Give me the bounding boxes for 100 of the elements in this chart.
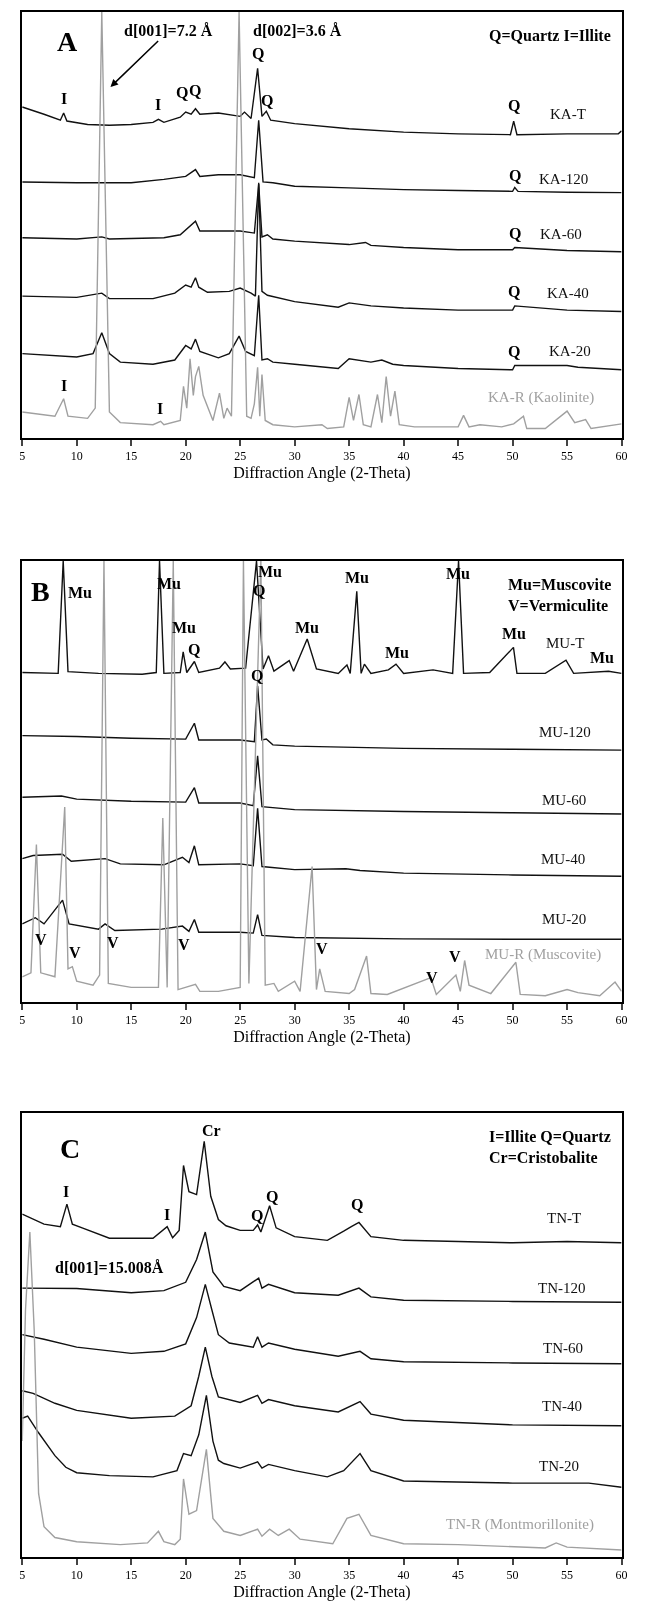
annotation: V — [35, 931, 47, 948]
x-tick-label: 15 — [125, 449, 138, 464]
series-label: KA-T — [550, 106, 586, 122]
series-label: TN-120 — [538, 1280, 586, 1296]
x-tick-label: 45 — [452, 449, 465, 464]
annotation: d[001]=7.2 Å — [124, 22, 213, 39]
series-label: MU-R (Muscovite) — [485, 946, 602, 963]
annotation: I — [157, 400, 164, 417]
x-tick-label: 60 — [615, 1013, 628, 1028]
x-tick-label: 10 — [70, 1013, 83, 1028]
series-label: KA-R (Kaolinite) — [488, 389, 595, 406]
annotation: I — [61, 90, 68, 107]
annotation: Mu — [590, 649, 615, 666]
x-tick-label: 25 — [234, 449, 247, 464]
annotation: I — [63, 1183, 70, 1200]
series-label: MU-120 — [539, 724, 591, 740]
chart-title: C — [60, 1133, 81, 1164]
series-label: KA-120 — [539, 171, 589, 187]
annotation: V — [449, 948, 461, 965]
x-tick-label: 45 — [452, 1013, 465, 1028]
annotation: I — [61, 377, 68, 394]
x-tick-label: 25 — [234, 1013, 247, 1028]
annotation: Q — [351, 1196, 364, 1213]
x-tick-label: 20 — [179, 1013, 192, 1028]
annotation: V — [107, 934, 119, 951]
x-tick-label: 5 — [19, 449, 26, 464]
x-tick-label: 40 — [397, 1013, 410, 1028]
annotation: Mu — [345, 569, 370, 586]
annotation: Q — [261, 92, 274, 109]
series-label: MU-40 — [541, 851, 586, 867]
x-tick-label: 35 — [343, 1568, 356, 1583]
annotation: Q=Quartz I=Illite — [489, 27, 611, 44]
x-tick-label: 35 — [343, 449, 356, 464]
x-tick-label: 45 — [452, 1568, 465, 1583]
series-label: TN-20 — [539, 1458, 579, 1474]
x-tick-label: 30 — [288, 1013, 301, 1028]
annotation: I — [155, 96, 162, 113]
annotation: I — [164, 1206, 171, 1223]
annotation: Q — [176, 84, 189, 101]
series-label: KA-40 — [547, 285, 589, 301]
series-label: MU-20 — [542, 911, 587, 927]
x-tick-label: 55 — [561, 449, 574, 464]
annotation: Mu — [295, 619, 320, 636]
series-label: KA-20 — [549, 343, 591, 359]
series-label: TN-60 — [543, 1340, 583, 1356]
x-tick-label: 10 — [70, 1568, 83, 1583]
x-tick-label: 25 — [234, 1568, 247, 1583]
x-tick-label: 40 — [397, 449, 410, 464]
annotation: Q — [251, 1207, 264, 1224]
x-tick-label: 55 — [561, 1013, 574, 1028]
series-label: KA-60 — [540, 226, 582, 242]
x-tick-label: 20 — [179, 1568, 192, 1583]
x-tick-label: 5 — [19, 1013, 26, 1028]
annotation: V — [178, 936, 190, 953]
annotation: Q — [252, 45, 265, 62]
x-tick-label: 30 — [288, 1568, 301, 1583]
annotation: V — [426, 969, 438, 986]
annotation: Mu=Muscovite V=Vermiculite — [508, 576, 612, 614]
annotation: Q — [266, 1188, 279, 1205]
x-axis-title: Diffraction Angle (2-Theta) — [233, 1582, 411, 1601]
annotation: Mu — [385, 644, 410, 661]
x-tick-label: 15 — [125, 1013, 138, 1028]
x-tick-label: 50 — [506, 449, 519, 464]
series-label: TN-40 — [542, 1398, 582, 1414]
series-label: TN-T — [547, 1210, 582, 1226]
annotation: V — [316, 940, 328, 957]
annotation: Q — [508, 97, 521, 114]
x-tick-label: 10 — [70, 449, 83, 464]
x-axis-title: Diffraction Angle (2-Theta) — [233, 1027, 411, 1046]
x-tick-label: 35 — [343, 1013, 356, 1028]
x-tick-label: 50 — [506, 1013, 519, 1028]
text: B — [31, 576, 50, 607]
x-tick-label: 60 — [615, 1568, 628, 1583]
annotation: Q — [509, 167, 522, 184]
text: A — [57, 26, 78, 57]
x-tick-label: 40 — [397, 1568, 410, 1583]
series-label: MU-T — [546, 635, 585, 651]
annotation: V — [69, 944, 81, 961]
annotation: I=Illite Q=Quartz Cr=Cristobalite — [489, 1128, 611, 1166]
annotation: Q — [508, 343, 521, 360]
annotation: Q — [189, 82, 202, 99]
annotation: Mu — [172, 619, 197, 636]
x-tick-label: 15 — [125, 1568, 138, 1583]
x-tick-label: 30 — [288, 449, 301, 464]
x-tick-label: 5 — [19, 1568, 26, 1583]
x-axis-title: Diffraction Angle (2-Theta) — [233, 463, 411, 482]
annotation: Mu — [258, 563, 283, 580]
annotation: Q — [508, 283, 521, 300]
series-label: MU-60 — [542, 792, 587, 808]
annotation: Q — [251, 667, 264, 684]
x-tick-label: 20 — [179, 449, 192, 464]
series-label: TN-R (Montmorillonite) — [446, 1516, 594, 1533]
annotation: Mu — [68, 584, 93, 601]
annotation: d[001]=15.008Å — [55, 1259, 164, 1276]
x-tick-label: 55 — [561, 1568, 574, 1583]
annotation: Q — [188, 641, 201, 658]
x-tick-label: 50 — [506, 1568, 519, 1583]
x-tick-label: 60 — [615, 449, 628, 464]
annotation: d[002]=3.6 Å — [253, 22, 342, 39]
text: Cr — [202, 1122, 221, 1139]
